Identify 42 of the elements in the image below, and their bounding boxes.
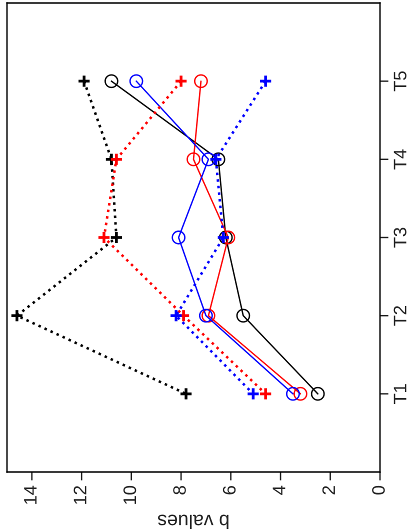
point: [10, 308, 24, 323]
x-tick-label: 14: [24, 486, 37, 504]
point: [198, 308, 213, 323]
point: [194, 74, 208, 88]
point: [186, 152, 200, 166]
y-tick-label: T5: [394, 71, 406, 92]
point: [246, 386, 260, 401]
y-tick-label: T2: [394, 306, 406, 326]
x-tick-label: 0: [372, 486, 385, 495]
point: [286, 386, 300, 401]
point: [97, 230, 111, 244]
point: [77, 74, 92, 88]
point: [211, 152, 226, 166]
point: [201, 152, 216, 166]
x-tick-label: 4: [272, 486, 286, 495]
x-tick-label: 6: [222, 486, 236, 494]
point: [174, 74, 188, 88]
point: [236, 308, 250, 323]
point: [310, 386, 325, 401]
y-tick-label: T4: [394, 149, 406, 170]
point: [109, 152, 124, 166]
point: [109, 230, 124, 244]
point: [129, 74, 144, 88]
x-tick-label: 2: [322, 486, 335, 494]
x-tick-label: 8: [173, 486, 186, 494]
point: [216, 230, 230, 244]
y-tick-label: T3: [394, 228, 406, 248]
x-tick-label: 12: [74, 486, 86, 504]
x-axis-title: b values: [158, 514, 228, 529]
point: [293, 386, 308, 401]
y-tick-label: T1: [394, 384, 406, 404]
point: [258, 74, 273, 88]
point: [104, 74, 118, 88]
point: [169, 308, 184, 323]
point: [201, 308, 216, 323]
point: [208, 152, 223, 166]
point: [258, 386, 273, 401]
point: [172, 230, 186, 244]
point: [221, 230, 236, 244]
point: [179, 386, 193, 401]
x-tick-label: 10: [123, 486, 136, 504]
point: [218, 230, 233, 244]
